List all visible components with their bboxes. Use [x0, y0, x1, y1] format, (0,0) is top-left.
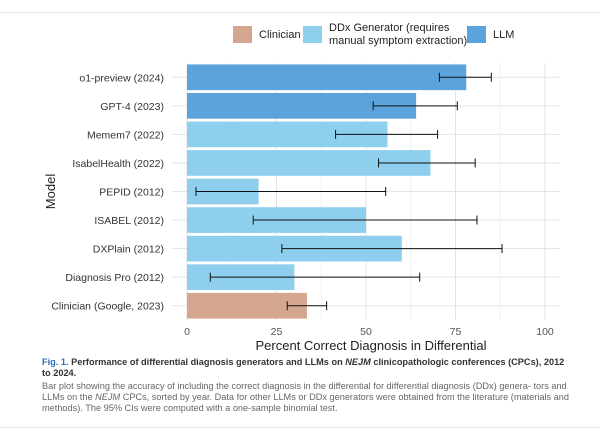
legend-label: LLM — [493, 29, 514, 41]
bar — [187, 64, 467, 91]
caption-body-journal: NEJM — [95, 392, 121, 402]
x-tick-label: 25 — [271, 326, 283, 338]
legend-swatch — [303, 26, 322, 43]
y-tick-label: Clinician (Google, 2023) — [51, 301, 164, 313]
legend-label: manual symptom extraction) — [329, 35, 467, 47]
y-tick-label: DXPlain (2012) — [93, 244, 164, 256]
legend-swatch — [233, 26, 252, 43]
y-tick-label: IsabelHealth (2022) — [72, 158, 164, 170]
figure-label: Fig. 1. — [42, 357, 69, 367]
x-tick-label: 75 — [450, 326, 462, 338]
caption-body-line-2a: tors and LLMs on the — [42, 381, 567, 402]
figure-caption-body: Bar plot showing the accuracy of includi… — [42, 381, 572, 414]
caption-body-line-3: (materials and methods). The 95% CIs wer… — [42, 392, 570, 413]
x-axis-ticks: 0 25 50 75 100 — [184, 326, 554, 338]
x-axis-title: Percent Correct Diagnosis in Differentia… — [256, 338, 487, 353]
bottom-divider — [0, 427, 600, 428]
y-tick-label: Diagnosis Pro (2012) — [65, 272, 164, 284]
caption-title-text-2: clinicopathologic conferences (CPCs), 20… — [42, 357, 565, 378]
y-tick-label: o1-preview (2024) — [79, 72, 164, 84]
y-tick-label: ISABEL (2012) — [94, 215, 164, 227]
caption-title-text-1: Performance of differential diagnosis ge… — [71, 357, 346, 367]
y-tick-label: GPT-4 (2023) — [100, 101, 164, 113]
y-tick-label: Memem7 (2022) — [87, 129, 164, 141]
y-axis-ticks: o1-preview (2024) GPT-4 (2023) Memem7 (202… — [51, 72, 164, 312]
chart-error-bars — [195, 72, 503, 311]
caption-title-journal: NEJM — [345, 357, 371, 367]
x-tick-label: 0 — [184, 326, 190, 338]
caption-body-line-2b: CPCs, sorted by year. Data for other LLM… — [120, 392, 509, 402]
top-divider — [0, 12, 600, 13]
y-axis-title: Model — [43, 174, 58, 210]
x-tick-label: 50 — [360, 326, 372, 338]
x-tick-label: 100 — [536, 326, 554, 338]
legend-label: DDx Generator (requires — [329, 22, 450, 34]
legend-swatch — [467, 26, 486, 43]
figure-caption-title: Fig. 1. Performance of differential diag… — [42, 357, 572, 379]
y-tick-label: PEPID (2012) — [99, 187, 164, 199]
caption-body-line-1: Bar plot showing the accuracy of includi… — [42, 381, 531, 391]
legend-label: Clinician — [259, 29, 301, 41]
